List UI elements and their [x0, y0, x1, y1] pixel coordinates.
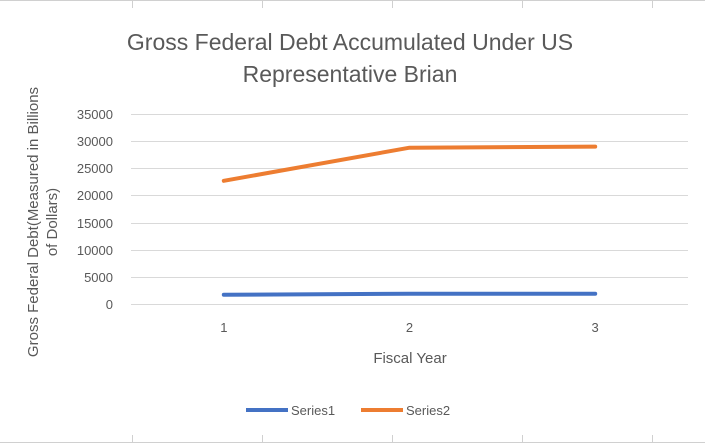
series-line-series2 — [221, 144, 598, 183]
x-tick-label: 2 — [406, 320, 413, 335]
series-lines — [221, 144, 598, 297]
y-tick-label: 25000 — [77, 161, 113, 176]
y-axis-title-line-2: of Dollars) — [44, 188, 61, 256]
legend-label-series1: Series1 — [291, 403, 335, 418]
legend-label-series2: Series2 — [406, 403, 450, 418]
y-tick-label: 15000 — [77, 216, 113, 231]
y-tick-label: 5000 — [84, 270, 113, 285]
y-tick-label: 30000 — [77, 134, 113, 149]
series-line-series1 — [221, 291, 598, 297]
y-axis-tick-labels: 0 5000 10000 15000 20000 25000 30000 35000 — [77, 107, 113, 312]
chart-title-line-2: Representative Brian — [243, 61, 458, 87]
x-axis-title: Fiscal Year — [373, 350, 446, 367]
chart-title-line-1: Gross Federal Debt Accumulated Under US — [127, 29, 573, 55]
y-tick-label: 35000 — [77, 107, 113, 122]
gridlines — [131, 114, 688, 305]
y-tick-label: 0 — [106, 297, 113, 312]
y-tick-label: 10000 — [77, 243, 113, 258]
y-axis-title-line-1: Gross Federal Debt(Measured in Billions — [25, 87, 42, 357]
legend: Series1 Series2 — [246, 403, 450, 418]
y-axis-title: Gross Federal Debt(Measured in Billions … — [25, 87, 61, 357]
x-tick-label: 3 — [592, 320, 599, 335]
x-tick-label: 1 — [220, 320, 227, 335]
x-axis-tick-labels: 1 2 3 — [220, 320, 599, 335]
y-tick-label: 20000 — [77, 188, 113, 203]
